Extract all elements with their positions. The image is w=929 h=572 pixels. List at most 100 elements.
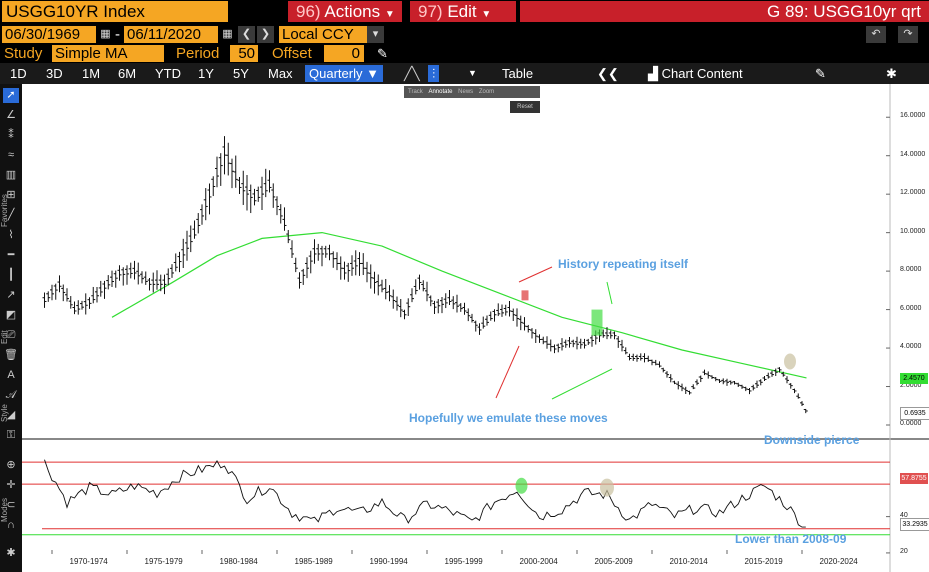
- x-tick-label: 1980-1984: [219, 557, 258, 566]
- calendar-icon[interactable]: ▦: [100, 28, 111, 40]
- title-bar: USGG10YR Index 96) Actions ▼ 97) Edit ▼ …: [0, 0, 929, 24]
- annotation-downside: Downside pierce: [764, 433, 860, 447]
- collapse-icon[interactable]: ❮❮: [597, 66, 619, 81]
- chevron-down-icon: ▼: [481, 9, 492, 20]
- tf-5y[interactable]: 5Y: [233, 66, 249, 81]
- date-separator: -: [115, 26, 120, 43]
- settings-icon[interactable]: ✱: [6, 547, 16, 559]
- arrow-icon[interactable]: ↗: [6, 289, 16, 301]
- calendar-icon[interactable]: ▦: [222, 28, 233, 40]
- tf-max[interactable]: Max: [268, 66, 293, 81]
- text-icon[interactable]: A: [7, 369, 15, 381]
- annotation-toolbar: Track Annotate News Zoom: [404, 86, 540, 98]
- x-tick-label: 2005-2009: [594, 557, 633, 566]
- link-icon[interactable]: ⊂: [6, 499, 16, 511]
- header-red-strip: [520, 1, 929, 22]
- shape-icon[interactable]: ◢: [6, 409, 16, 421]
- zoom-tool[interactable]: Zoom: [478, 89, 495, 95]
- prev-period-button[interactable]: ❮: [238, 26, 255, 43]
- news-tool[interactable]: News: [458, 89, 474, 95]
- pencil-icon[interactable]: ✎: [377, 46, 388, 61]
- offset-input[interactable]: 0: [324, 45, 364, 62]
- tf-1d[interactable]: 1D: [10, 66, 27, 81]
- line-chart-icon[interactable]: ╱╲: [404, 66, 420, 81]
- study-select[interactable]: Simple MA: [52, 45, 164, 62]
- eraser-icon[interactable]: ◩: [5, 309, 17, 321]
- arrow-emulate-green: [551, 368, 613, 400]
- cursor-icon[interactable]: ➚: [3, 88, 19, 103]
- track-tool[interactable]: Track: [408, 89, 423, 95]
- grid-icon[interactable]: ⊞: [6, 189, 16, 201]
- price-tick-label: 4.0000: [900, 343, 922, 351]
- study-bar: Study Simple MA Period 50 Offset 0 ✎: [0, 44, 929, 63]
- marker-icon[interactable]: ⎚: [6, 329, 16, 341]
- offset-label: Offset: [272, 45, 312, 62]
- price-tick-label: 8.0000: [900, 266, 922, 274]
- actions-num: 96): [296, 2, 321, 21]
- tf-quarterly-label: Quarterly: [309, 66, 363, 81]
- chevron-down-icon: ▼: [384, 9, 395, 20]
- price-tick-label: 12.0000: [900, 189, 926, 197]
- edit-chart-icon[interactable]: ✎: [815, 66, 826, 81]
- trash-icon[interactable]: 🗑: [4, 349, 18, 361]
- draw-line-icon[interactable]: ∠: [6, 109, 16, 121]
- zoom-icon[interactable]: ⊕: [6, 459, 16, 471]
- chevron-down-icon[interactable]: ▼: [468, 68, 477, 78]
- chart-content-label: Chart Content: [661, 66, 743, 81]
- chevron-down-icon[interactable]: ▾: [367, 26, 384, 43]
- tf-quarterly[interactable]: Quarterly ▼: [305, 65, 383, 82]
- range-bar: 06/30/1969 ▦ - 06/11/2020 ▦ ❮ ❯ Local CC…: [0, 24, 929, 44]
- pen-icon[interactable]: ╱: [7, 209, 15, 221]
- gear-icon[interactable]: ✱: [886, 66, 897, 81]
- next-period-button[interactable]: ❯: [257, 26, 274, 43]
- edit-label: Edit: [447, 2, 477, 21]
- x-tick-label: 1975-1979: [144, 557, 183, 566]
- style-label: Style: [0, 404, 9, 422]
- arrow-emulate-red: [495, 345, 520, 399]
- ma-value-tag: 2.4570: [900, 373, 928, 384]
- period-input[interactable]: 50: [230, 45, 258, 62]
- tf-6m[interactable]: 6M: [118, 66, 137, 81]
- tf-3d[interactable]: 3D: [46, 66, 63, 81]
- annotate-tool[interactable]: Annotate: [428, 89, 453, 95]
- tf-1m[interactable]: 1M: [82, 66, 101, 81]
- redo-icon[interactable]: ↷: [898, 26, 918, 43]
- end-date-input[interactable]: 06/11/2020: [124, 26, 218, 43]
- bars-icon[interactable]: ▥: [5, 169, 17, 181]
- chart-svg: [22, 84, 929, 572]
- last-price-tag: 0.6935: [900, 407, 929, 420]
- osc-tick-label: 40: [900, 511, 908, 519]
- currency-select[interactable]: Local CCY: [279, 26, 367, 43]
- fib-icon[interactable]: ⁑: [8, 129, 14, 141]
- actions-menu[interactable]: 96) Actions ▼: [288, 1, 402, 22]
- font-icon[interactable]: 𝒜: [5, 389, 17, 401]
- start-date-input[interactable]: 06/30/1969: [2, 26, 96, 43]
- channel-icon[interactable]: ≈: [7, 149, 15, 161]
- osc-highlight-tan: [600, 478, 614, 497]
- edit-menu[interactable]: 97) Edit ▼: [410, 1, 516, 22]
- x-tick-label: 2010-2014: [669, 557, 708, 566]
- brush-icon[interactable]: ⌇: [8, 229, 14, 241]
- tf-1y[interactable]: 1Y: [198, 66, 214, 81]
- ticker-field[interactable]: USGG10YR Index: [2, 1, 228, 22]
- chart-content-button[interactable]: ▟ Chart Content: [648, 65, 743, 82]
- hline-icon[interactable]: ━: [7, 249, 15, 261]
- crosshair-icon[interactable]: ✛: [6, 479, 16, 491]
- modes-label: Modes: [0, 497, 9, 522]
- annotation-history: History repeating itself: [558, 257, 689, 271]
- bar-chart-icon[interactable]: ⫶: [428, 65, 440, 82]
- x-tick-label: 1970-1974: [69, 557, 108, 566]
- study-label: Study: [4, 45, 43, 62]
- osc-tick-label: 20: [900, 547, 908, 555]
- undo-icon[interactable]: ↶: [866, 26, 886, 43]
- moving-average-line: [111, 231, 807, 379]
- table-button[interactable]: Table: [502, 66, 534, 81]
- reset-button[interactable]: Reset: [510, 101, 540, 113]
- magnet-icon[interactable]: ∩: [7, 519, 15, 531]
- favorites-label: Favorites: [0, 194, 9, 227]
- tf-ytd[interactable]: YTD: [155, 66, 181, 81]
- chart-panel[interactable]: 16.0000 14.0000 12.0000 10.0000 8.0000 6.0000…: [22, 84, 929, 572]
- price-tick-label: 14.0000: [900, 150, 926, 158]
- lock-icon[interactable]: ⚿: [6, 429, 16, 441]
- vline-icon[interactable]: ┃: [7, 269, 15, 281]
